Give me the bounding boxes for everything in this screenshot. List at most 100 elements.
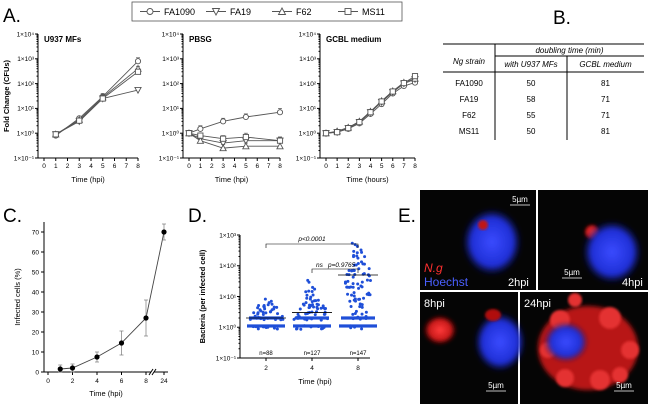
x-tick-label: 7 <box>402 163 406 170</box>
x-tick-label: 0 <box>187 163 191 170</box>
x-tick-label: 4 <box>310 365 314 372</box>
data-point <box>367 109 374 116</box>
dot-point <box>360 250 364 254</box>
dot-point <box>363 255 367 259</box>
dot-point <box>315 302 319 306</box>
dot-point <box>361 262 365 266</box>
dot-point <box>354 263 358 267</box>
x-tick-label: 2 <box>66 163 70 170</box>
y-tick-label: 1×10¹ <box>219 294 237 301</box>
dot-point <box>364 316 368 320</box>
y-tick-label: 0 <box>35 369 39 376</box>
data-point <box>334 129 341 136</box>
data-point <box>219 144 227 152</box>
x-tick-label: 6 <box>120 378 124 385</box>
data-point <box>161 229 167 235</box>
y-tick-label: 1×10⁻¹ <box>216 355 237 362</box>
x-tick-label: 8 <box>413 163 417 170</box>
y-tick-label: 30 <box>32 309 40 316</box>
dot-point <box>256 306 260 310</box>
data-point <box>220 135 227 142</box>
x-tick-label: 2 <box>264 365 268 372</box>
bacteria-blob <box>599 307 621 329</box>
y-tick-label: 10 <box>32 349 40 356</box>
dot-point <box>343 281 347 285</box>
table-cell-strain: FA1090 <box>455 79 483 88</box>
table-cell-gcbl: 71 <box>601 95 610 104</box>
dot-point <box>313 287 317 291</box>
y-tick-label: 1×10⁰ <box>219 324 237 332</box>
subplot-title: PBSG <box>189 35 212 44</box>
dot-point <box>356 282 360 286</box>
dot-point <box>262 318 266 322</box>
chart-d-bacteria-per-cell: 1×10⁻¹ 1×10⁰ 1×10¹ 1×10² 1×10³ 2 n=88 4 n=127 8 n=… <box>198 232 378 386</box>
x-tick-label: 5 <box>244 163 248 170</box>
chart-a-pbsg: 1×10⁻¹ 1×10⁰ 1×10¹ 1×10² 1×10³ 1×10⁴ 0 1 2 3 4 5 6 7 8… <box>159 31 284 184</box>
data-point <box>76 117 83 124</box>
y-tick-label: 1×10¹ <box>299 106 317 113</box>
dot-point <box>311 293 315 297</box>
data-point <box>197 132 204 139</box>
dot-point <box>319 316 323 320</box>
table-cell-u937: 50 <box>527 127 536 136</box>
dot-point <box>305 296 309 300</box>
x-tick-label: 4 <box>95 378 99 385</box>
dot-point <box>251 325 255 329</box>
y-tick-label: 1×10⁻¹ <box>14 155 35 162</box>
dot-point <box>248 317 252 321</box>
y-axis-label: Bacteria (per infected cell) <box>198 249 207 343</box>
dot-point <box>256 312 260 316</box>
dot-point <box>310 310 314 314</box>
axis-break <box>148 368 154 376</box>
data-point <box>94 354 100 360</box>
legend-label: FA1090 <box>164 7 195 17</box>
dot-point <box>357 286 361 290</box>
dot-point <box>307 306 311 310</box>
dot-point <box>257 304 261 308</box>
dot-point <box>264 311 268 315</box>
data-point <box>356 119 363 126</box>
tile-label: 8hpi <box>424 298 445 310</box>
dot-point <box>304 301 308 305</box>
dot-point <box>368 279 372 283</box>
x-axis-label: Time (hpi) <box>298 377 332 386</box>
stain-label-ng: N.g <box>424 261 443 275</box>
dot-point <box>299 327 303 331</box>
dot-point <box>352 253 356 257</box>
legend-label: FA19 <box>230 7 251 17</box>
legend-marker-triangle-down <box>211 8 221 16</box>
dot-point <box>356 315 360 319</box>
dot-point <box>360 305 364 309</box>
dot-point <box>261 325 265 329</box>
series-line <box>55 89 139 135</box>
x-tick-label: 6 <box>255 163 259 170</box>
dot-point <box>305 293 309 297</box>
data-point <box>242 133 249 141</box>
dot-point <box>307 316 311 320</box>
scale-bar-label: 5µm <box>564 268 580 277</box>
data-point <box>389 88 396 95</box>
dot-point <box>310 303 314 307</box>
subplot-title: U937 MFs <box>44 35 82 44</box>
dot-point <box>349 285 353 289</box>
legend-marker-square <box>344 8 352 15</box>
scale-bar-label: 5µm <box>616 381 632 390</box>
dot-point <box>362 296 366 300</box>
panel-letter-a: A. <box>3 6 21 27</box>
y-tick-label: 20 <box>32 329 40 336</box>
data-point <box>345 125 352 132</box>
dot-point <box>304 312 308 316</box>
dot-point <box>267 301 271 305</box>
data-point <box>378 98 385 105</box>
dot-point <box>353 272 357 276</box>
table-cell-strain: F62 <box>462 111 476 120</box>
dot-point <box>309 295 313 299</box>
x-tick-label: 5 <box>380 163 384 170</box>
data-point <box>276 137 284 144</box>
subplot-title: GCBL medium <box>326 35 381 44</box>
x-tick-label: 2 <box>71 378 75 385</box>
dot-point <box>356 256 360 260</box>
nucleus-blob <box>462 208 522 276</box>
